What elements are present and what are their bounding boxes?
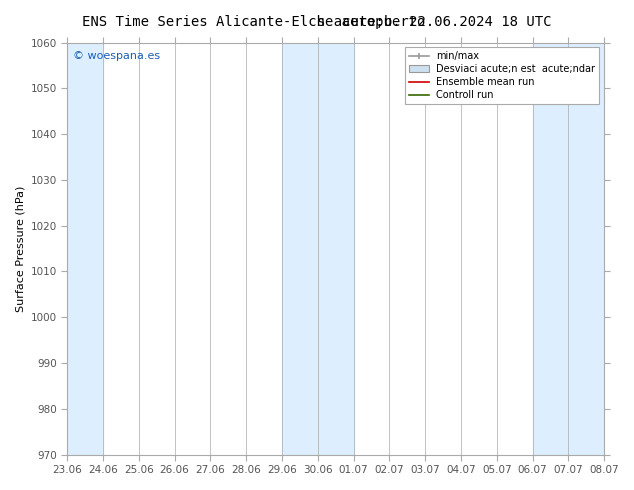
Y-axis label: Surface Pressure (hPa): Surface Pressure (hPa) <box>15 185 25 312</box>
Bar <box>67 43 103 455</box>
Bar <box>533 43 604 455</box>
Legend: min/max, Desviaci acute;n est  acute;ndar, Ensemble mean run, Controll run: min/max, Desviaci acute;n est acute;ndar… <box>405 48 599 104</box>
Bar <box>282 43 354 455</box>
Text: ENS Time Series Alicante-Elche aeropuerto: ENS Time Series Alicante-Elche aeropuert… <box>82 15 426 29</box>
Text: © woespana.es: © woespana.es <box>72 51 160 61</box>
Text: s acute;b. 22.06.2024 18 UTC: s acute;b. 22.06.2024 18 UTC <box>317 15 552 29</box>
